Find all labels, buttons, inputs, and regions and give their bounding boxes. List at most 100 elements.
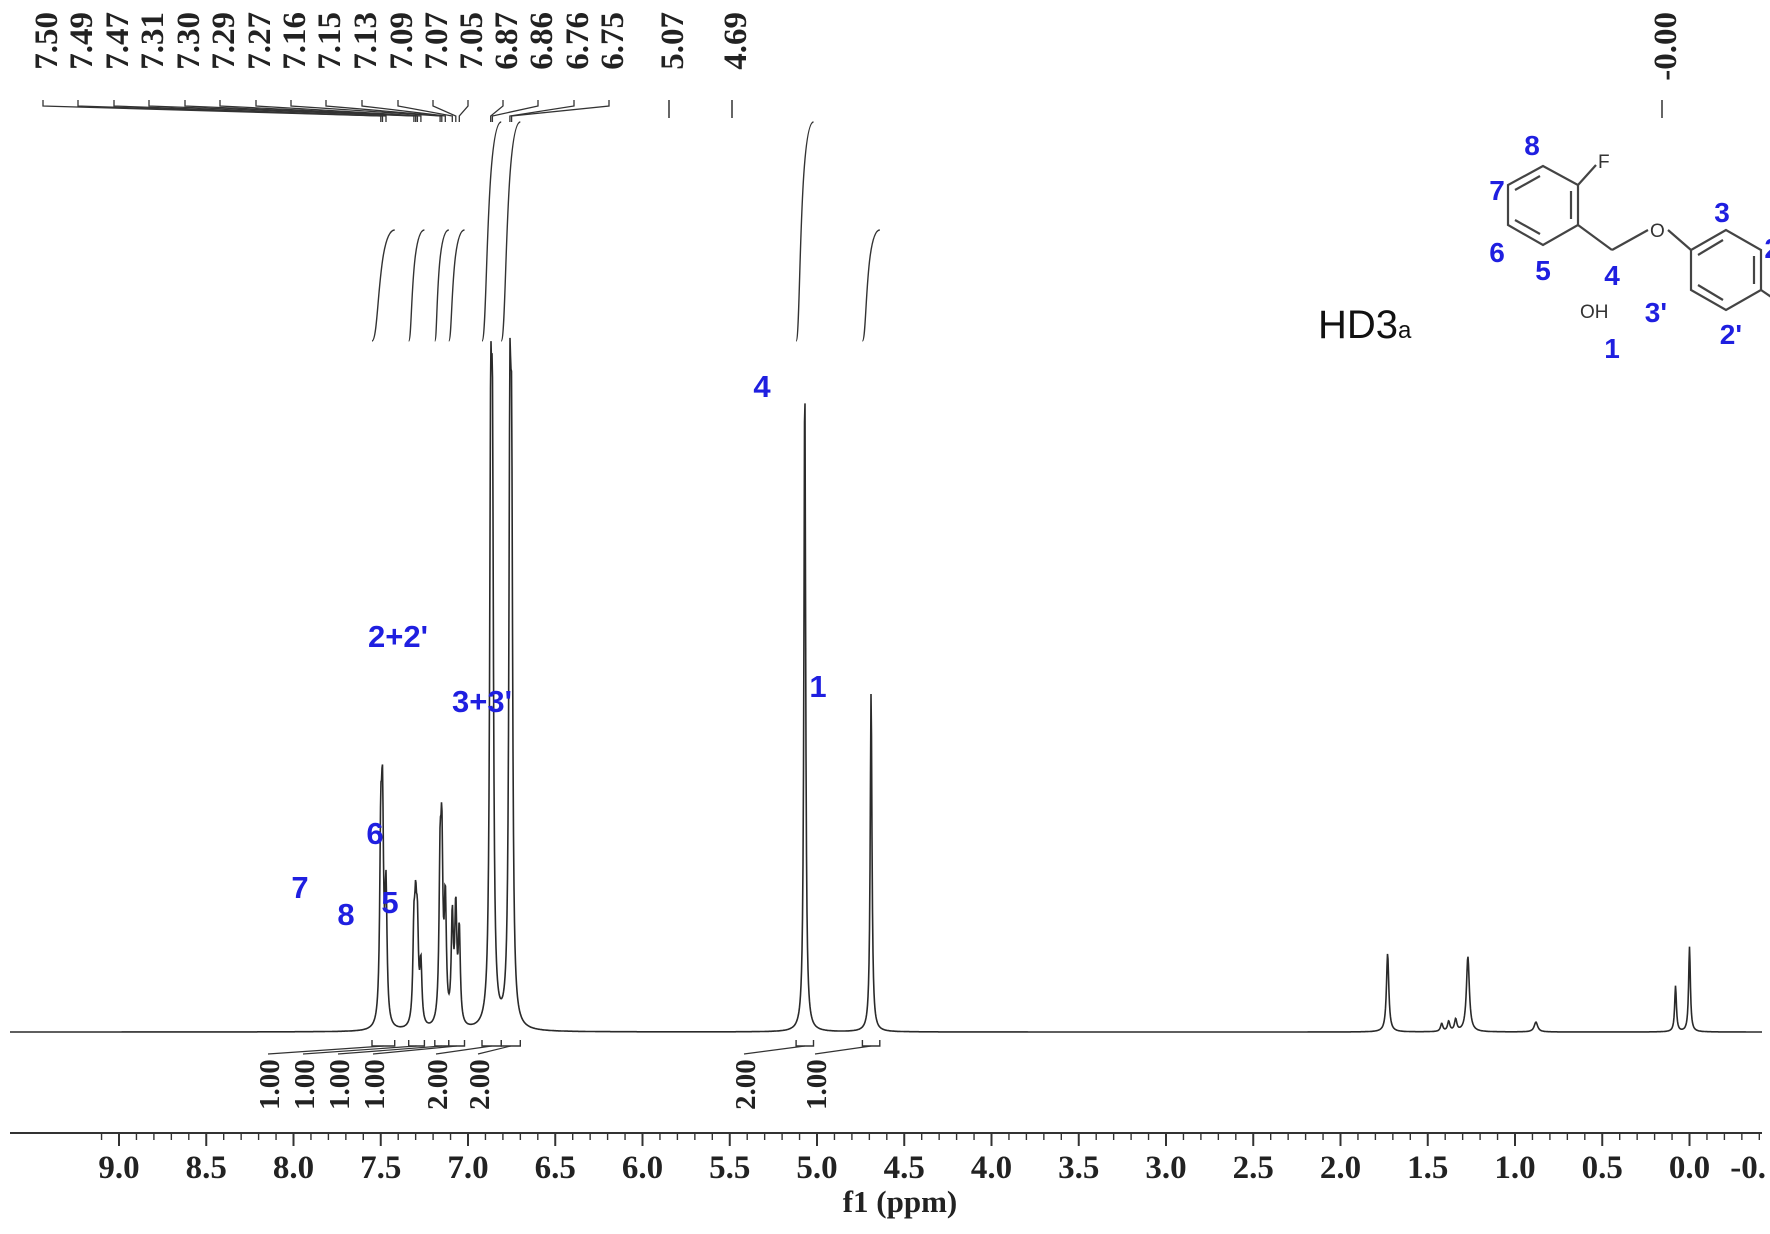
peak-connector <box>458 100 469 122</box>
compound-name: HD3a <box>1318 303 1412 347</box>
structure-number-1: 1 <box>1604 333 1620 364</box>
peak-connector <box>290 100 441 122</box>
integral-connector <box>337 1045 442 1055</box>
integral-bracket <box>481 1040 502 1047</box>
peak-shift-label: 5.07 <box>655 12 691 70</box>
x-tick-label: 4.5 <box>884 1150 925 1186</box>
benzene-ring-right <box>1689 228 1770 312</box>
integral-connector <box>372 1045 457 1055</box>
structure-number-7: 7 <box>1489 175 1505 206</box>
integral-bracket <box>500 1040 521 1047</box>
x-tick-label: 1.0 <box>1494 1150 1535 1186</box>
structure-number-3: 3 <box>1714 197 1730 228</box>
peak-assignment-label: 4 <box>753 369 771 404</box>
structure-number-2-prime: 2' <box>1720 319 1742 350</box>
integral-value: 1.00 <box>324 1059 356 1110</box>
peak-assignments: 78 6 5 2+2' 3+3' 4 1 <box>291 369 826 932</box>
integral-connector <box>477 1045 511 1055</box>
integral-connector <box>743 1045 805 1055</box>
peak-shift-label: 7.49 <box>64 12 100 70</box>
peak-shift-label: 7.15 <box>312 12 348 70</box>
peak-connector <box>325 100 443 122</box>
peak-shift-label: 7.13 <box>348 12 384 70</box>
structure-number-5: 5 <box>1535 255 1551 286</box>
x-tick-label: 4.0 <box>971 1150 1012 1186</box>
integral-value: 2.00 <box>730 1059 762 1110</box>
peak-shift-label: 6.86 <box>524 12 560 70</box>
integral-curve <box>371 229 395 342</box>
peak-connector <box>184 100 417 122</box>
x-tick-label: 8.5 <box>186 1150 227 1186</box>
peak-assignment-label: 1 <box>809 669 826 704</box>
fluorine-atom: F <box>1598 152 1610 173</box>
peak-connector <box>219 100 419 122</box>
peak-shift-label: 6.76 <box>560 12 596 70</box>
x-tick-label: 2.5 <box>1233 1150 1274 1186</box>
x-axis: 9.0 8.5 8.0 7.5 7.0 6.5 6.0 5.5 5.0 4.5 4.0 3.5 3.0 2… <box>10 1132 1766 1186</box>
peak-shift-label: 7.05 <box>454 12 490 70</box>
spectrum-line <box>10 337 1762 1033</box>
structure-number-6: 6 <box>1489 237 1505 268</box>
integral-curve <box>448 229 465 342</box>
integral-connector <box>814 1045 872 1055</box>
hydroxyl-group: OH <box>1580 302 1609 323</box>
integral-curve <box>861 229 881 342</box>
peak-shift-label: 7.07 <box>419 12 455 70</box>
integral-value: 1.00 <box>254 1059 286 1110</box>
peak-connector <box>148 100 415 122</box>
peak-connector <box>510 100 610 122</box>
integral-value: 1.00 <box>289 1059 321 1110</box>
integral-bracket <box>408 1040 426 1047</box>
integral-bracket <box>371 1040 396 1047</box>
structure-number-3-prime: 3' <box>1645 297 1667 328</box>
integral-bracket <box>434 1040 450 1047</box>
integral-curve <box>434 229 450 342</box>
peak-assignment-label: 2+2' <box>368 619 428 654</box>
peak-assignment-label: 5 <box>381 885 398 920</box>
integral-value: 1.00 <box>801 1059 833 1110</box>
structure-number-2: 2 <box>1764 233 1770 264</box>
x-tick-label: 6.5 <box>535 1150 576 1186</box>
integral-connector <box>435 1045 492 1055</box>
x-tick-label: 5.0 <box>796 1150 837 1186</box>
x-tick-label: 8.0 <box>273 1150 314 1186</box>
integral-value: 2.00 <box>464 1059 496 1110</box>
x-tick-label: 3.0 <box>1145 1150 1186 1186</box>
peak-shift-label: 7.27 <box>242 12 278 70</box>
oxygen-atom: O <box>1650 221 1665 242</box>
peak-connector <box>255 100 422 122</box>
integral-bracket <box>795 1040 815 1047</box>
x-tick-label: 7.0 <box>447 1150 488 1186</box>
peak-shift-label: 6.87 <box>489 12 525 70</box>
peak-assignment-label: 8 <box>337 897 354 932</box>
peak-shift-label: 7.16 <box>277 12 313 70</box>
integral-curve <box>408 229 425 342</box>
peak-shift-label: 4.69 <box>718 12 754 70</box>
integral-value: 1.00 <box>359 1059 391 1110</box>
x-tick-label: 0.0 <box>1669 1150 1710 1186</box>
integral-bracket <box>861 1040 881 1047</box>
integral-curve <box>795 121 815 342</box>
integral-curve <box>500 121 521 342</box>
integral-value: 2.00 <box>422 1059 454 1110</box>
structure-number-8: 8 <box>1524 130 1540 161</box>
x-tick-label: 3.5 <box>1058 1150 1099 1186</box>
spectrum-series <box>10 337 1762 1033</box>
peak-connector <box>113 100 387 122</box>
peak-connector <box>490 100 504 122</box>
x-axis-label: f1 (ppm) <box>843 1184 958 1219</box>
peak-connector <box>491 100 539 122</box>
chemical-structure: F O OH 8 7 6 5 4 3 2 3' 2' 1 HD3a <box>1318 130 1770 364</box>
peak-label-connectors <box>42 100 1663 122</box>
peak-connector <box>509 100 575 122</box>
integral-labels: 1.00 1.00 1.00 1.00 2.00 2.00 2.00 1.00 <box>254 1040 881 1110</box>
integral-curve <box>481 121 502 342</box>
x-tick-label: -0. <box>1730 1150 1766 1186</box>
x-tick-label: 1.5 <box>1407 1150 1448 1186</box>
peak-connector <box>397 100 453 122</box>
structure-number-4: 4 <box>1604 260 1620 291</box>
integral-bracket <box>448 1040 466 1047</box>
peak-shift-label: 6.75 <box>595 12 631 70</box>
peak-assignment-label: 6 <box>366 816 383 851</box>
peak-shift-label: 7.30 <box>171 12 207 70</box>
